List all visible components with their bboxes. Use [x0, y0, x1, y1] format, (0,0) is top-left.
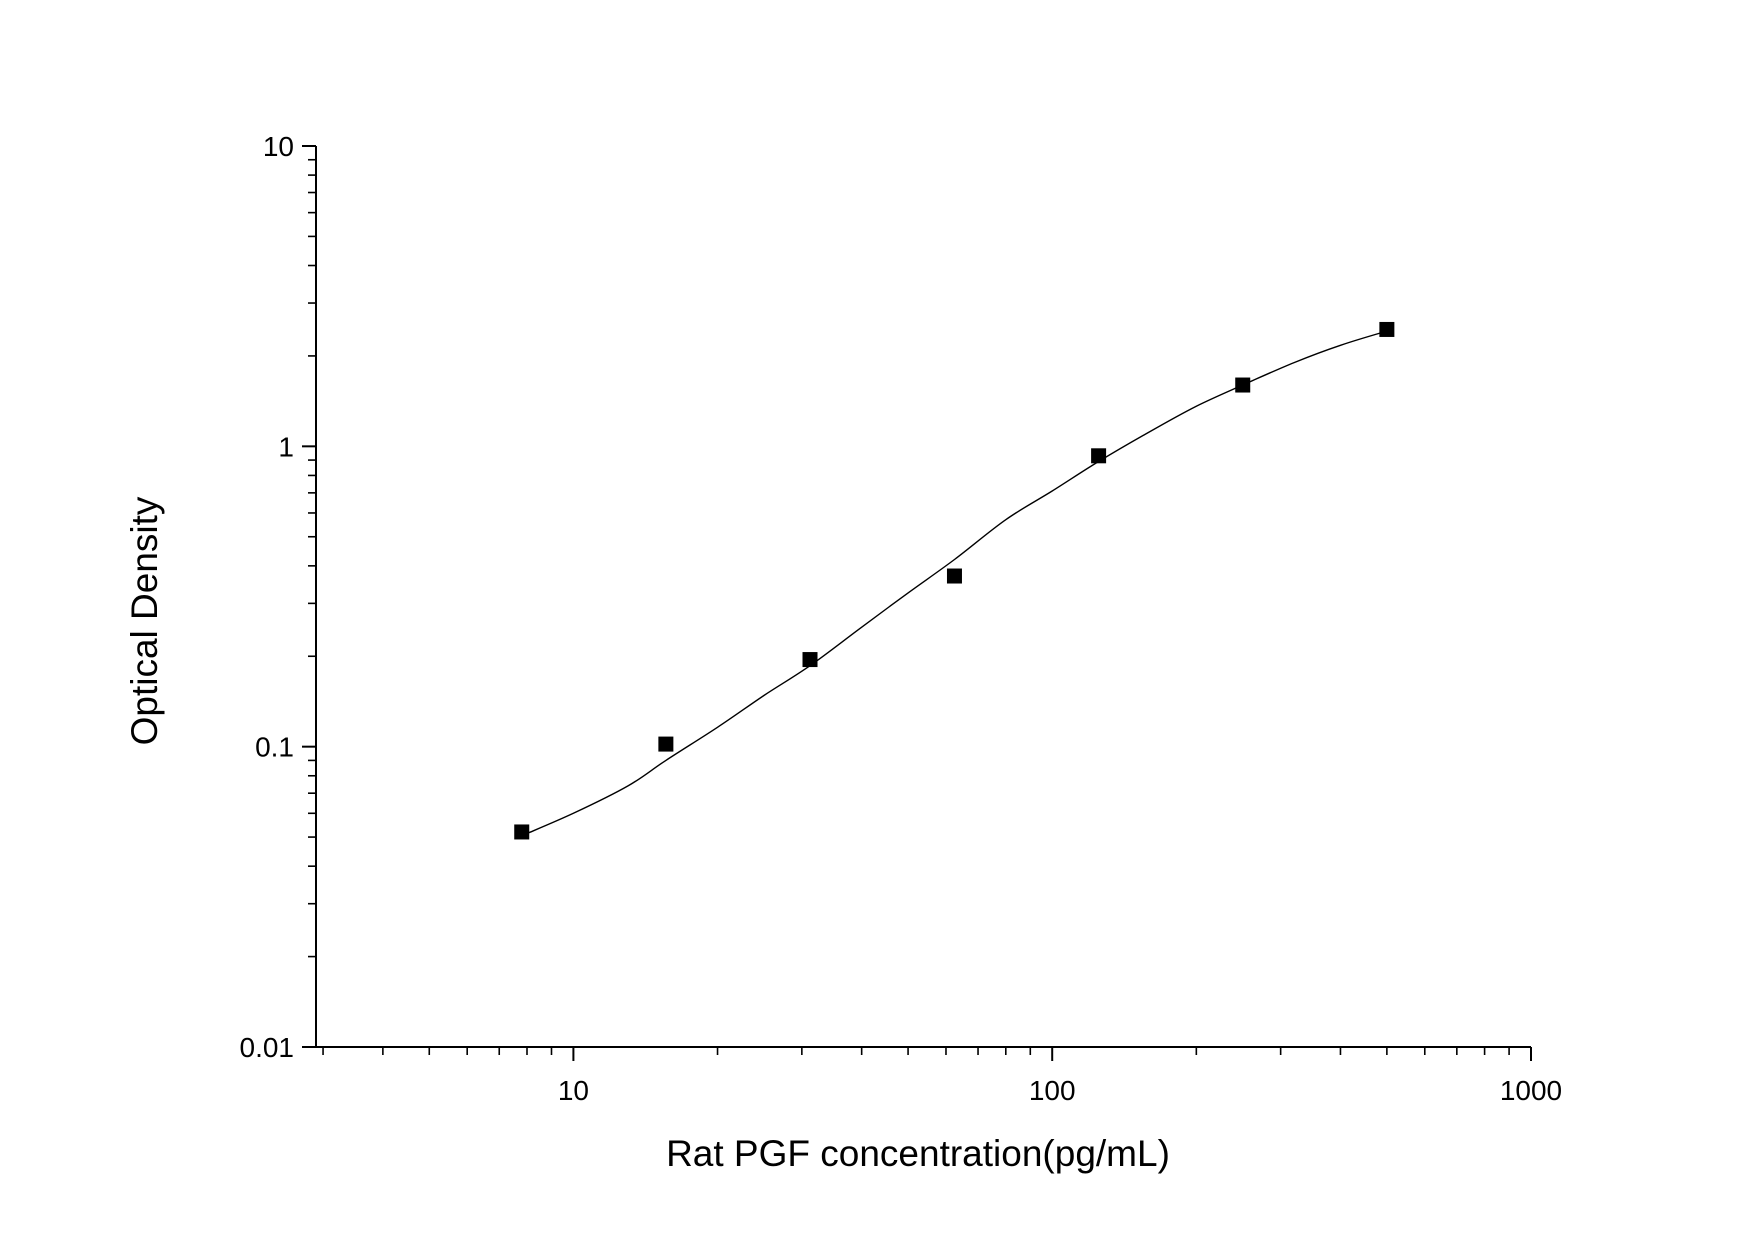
y-tick-label: 0.01 — [240, 1032, 295, 1063]
data-point-marker — [1091, 448, 1107, 464]
x-axis-title: Rat PGF concentration(pg/mL) — [666, 1133, 1170, 1174]
x-tick-label: 10 — [558, 1075, 589, 1106]
y-axis-title: Optical Density — [124, 496, 165, 745]
data-point-marker — [946, 568, 962, 584]
x-tick-label: 1000 — [1500, 1075, 1562, 1106]
ticks — [302, 145, 1532, 1061]
y-tick-label: 1 — [278, 431, 294, 462]
data-point-marker — [802, 652, 818, 668]
data-point-marker — [1235, 377, 1251, 393]
data-point-marker — [1379, 321, 1395, 337]
data-point-marker — [514, 824, 530, 840]
y-tick-label: 0.1 — [255, 732, 294, 763]
data-markers — [514, 321, 1395, 840]
data-point-marker — [658, 736, 674, 752]
x-tick-label: 100 — [1029, 1075, 1076, 1106]
tick-labels: 10 100 1000 0.01 0.1 1 10 — [240, 131, 1563, 1106]
axes — [315, 146, 1531, 1048]
y-tick-label: 10 — [263, 131, 294, 162]
